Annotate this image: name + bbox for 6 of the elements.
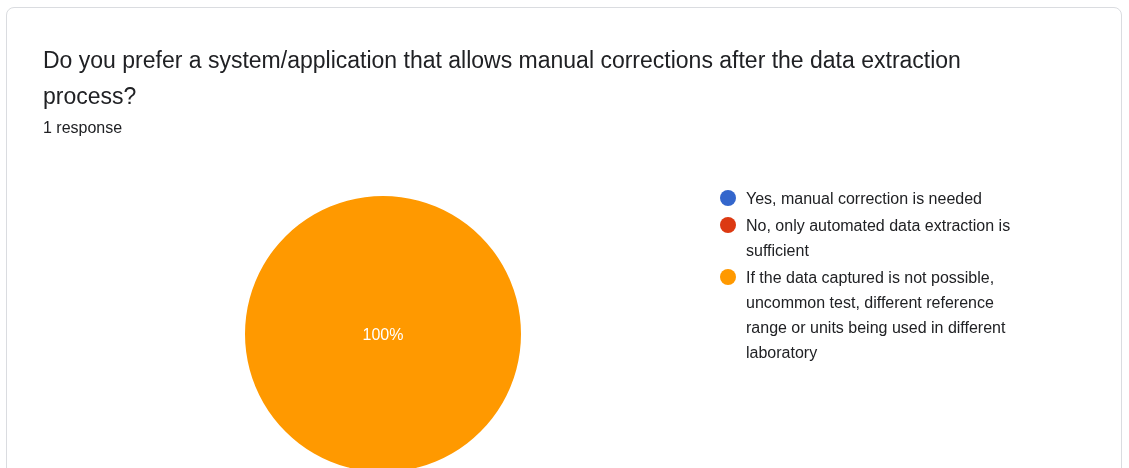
text: 1 response (43, 119, 123, 137)
legend-label: Yes, manual correction is needed (746, 189, 983, 209)
chart-title: Do you prefer a system/application that allows manual corrections after the data extraction process? (43, 46, 962, 111)
legend-label: No, only automated data extraction is sufficient (746, 216, 1012, 261)
legend-label: If the data captured is not possible, uncommon test, different reference range or units being used in different laboratory (746, 268, 1007, 363)
data-label: 100% (362, 325, 404, 343)
